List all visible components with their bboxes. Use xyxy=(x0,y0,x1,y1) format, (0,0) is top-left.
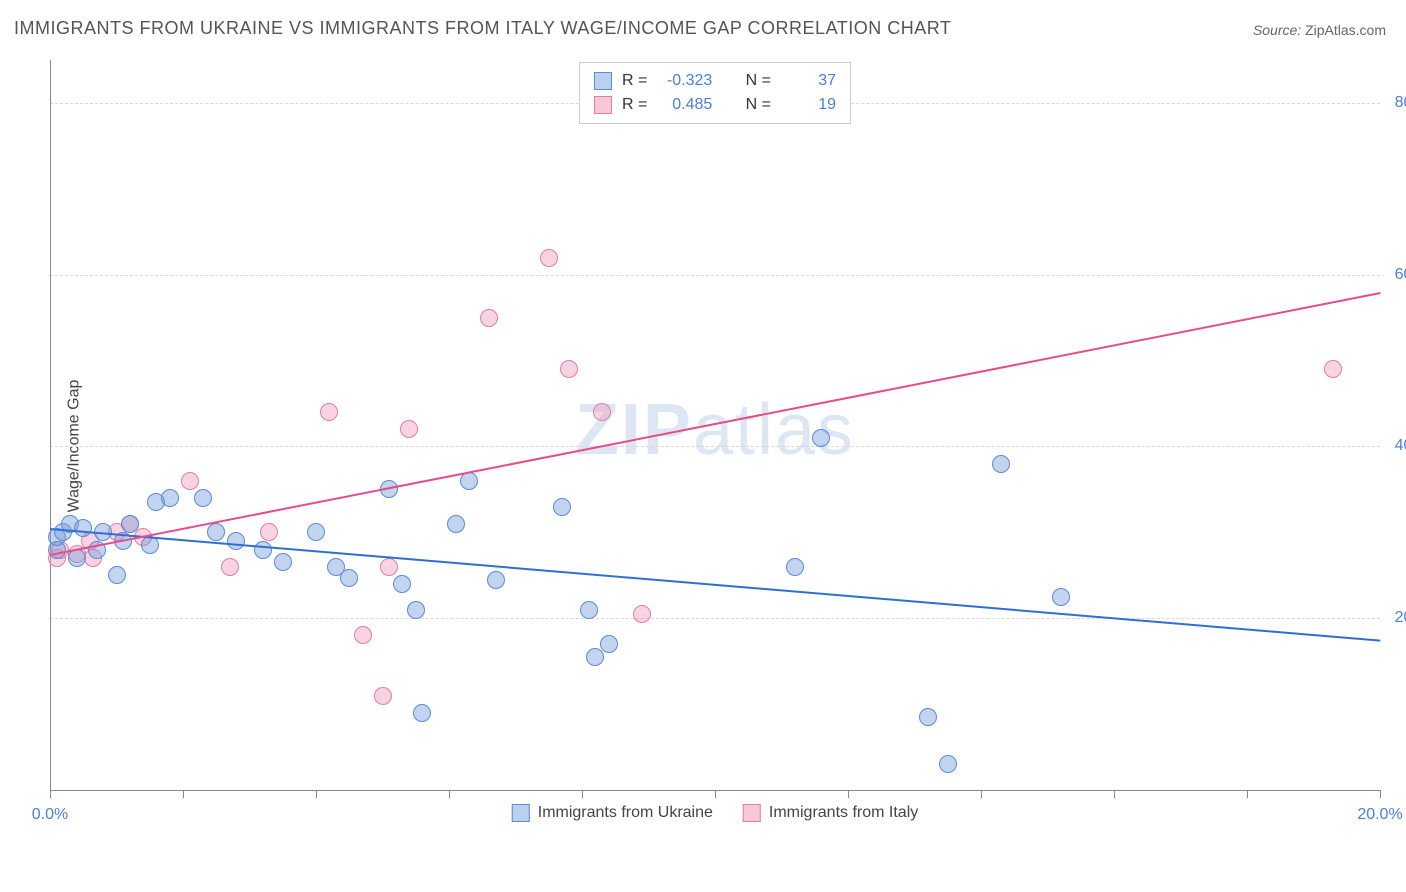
data-point-ukraine xyxy=(227,532,245,550)
data-point-italy xyxy=(480,309,498,327)
data-point-ukraine xyxy=(580,601,598,619)
chart-title: IMMIGRANTS FROM UKRAINE VS IMMIGRANTS FR… xyxy=(14,18,951,39)
data-point-italy xyxy=(374,687,392,705)
x-tick xyxy=(183,790,184,798)
data-point-italy xyxy=(593,403,611,421)
x-tick xyxy=(981,790,982,798)
data-point-ukraine xyxy=(812,429,830,447)
grid-line xyxy=(50,446,1380,447)
data-point-ukraine xyxy=(1052,588,1070,606)
y-tick-label: 60.0% xyxy=(1385,266,1406,284)
r-label: R = xyxy=(622,93,647,117)
legend-label-ukraine: Immigrants from Ukraine xyxy=(538,804,713,822)
x-tick xyxy=(1247,790,1248,798)
chart-plot-area: ZIPatlas 20.0%40.0%60.0%80.0%0.0%20.0%R … xyxy=(50,60,1380,830)
data-point-italy xyxy=(1324,360,1342,378)
x-tick xyxy=(715,790,716,798)
x-tick xyxy=(582,790,583,798)
data-point-italy xyxy=(181,472,199,490)
data-point-ukraine xyxy=(274,553,292,571)
data-point-ukraine xyxy=(413,704,431,722)
data-point-ukraine xyxy=(600,635,618,653)
data-point-ukraine xyxy=(447,515,465,533)
data-point-ukraine xyxy=(393,575,411,593)
legend-label-italy: Immigrants from Italy xyxy=(769,804,918,822)
trendline-ukraine xyxy=(50,528,1380,642)
watermark: ZIPatlas xyxy=(575,389,855,471)
y-tick-label: 20.0% xyxy=(1385,609,1406,627)
r-value-italy: 0.485 xyxy=(657,93,712,117)
data-point-italy xyxy=(380,558,398,576)
swatch-italy xyxy=(743,804,761,822)
data-point-ukraine xyxy=(786,558,804,576)
y-axis-line xyxy=(50,60,51,790)
x-tick-label: 0.0% xyxy=(32,806,68,824)
legend-item-italy: Immigrants from Italy xyxy=(743,804,918,822)
r-value-ukraine: -0.323 xyxy=(657,69,712,93)
data-point-ukraine xyxy=(121,515,139,533)
x-tick xyxy=(848,790,849,798)
data-point-ukraine xyxy=(939,755,957,773)
x-tick xyxy=(50,790,51,798)
source-label: Source: xyxy=(1253,22,1301,38)
data-point-ukraine xyxy=(992,455,1010,473)
source-value: ZipAtlas.com xyxy=(1305,22,1386,38)
x-tick-label: 20.0% xyxy=(1357,806,1402,824)
correlation-row-ukraine: R = -0.323 N = 37 xyxy=(594,69,836,93)
x-tick xyxy=(449,790,450,798)
r-label: R = xyxy=(622,69,647,93)
data-point-ukraine xyxy=(108,566,126,584)
series-legend: Immigrants from Ukraine Immigrants from I… xyxy=(512,804,919,822)
data-point-italy xyxy=(320,403,338,421)
source-attribution: Source: ZipAtlas.com xyxy=(1253,22,1386,38)
n-label: N = xyxy=(746,69,771,93)
data-point-ukraine xyxy=(919,708,937,726)
grid-line xyxy=(50,618,1380,619)
y-tick-label: 40.0% xyxy=(1385,437,1406,455)
data-point-italy xyxy=(540,249,558,267)
correlation-row-italy: R = 0.485 N = 19 xyxy=(594,93,836,117)
data-point-italy xyxy=(633,605,651,623)
grid-line xyxy=(50,275,1380,276)
data-point-ukraine xyxy=(74,519,92,537)
data-point-italy xyxy=(560,360,578,378)
n-value-ukraine: 37 xyxy=(781,69,836,93)
correlation-legend: R = -0.323 N = 37 R = 0.485 N = 19 xyxy=(579,62,851,124)
x-tick xyxy=(1114,790,1115,798)
data-point-italy xyxy=(260,523,278,541)
swatch-ukraine xyxy=(594,72,612,90)
data-point-ukraine xyxy=(194,489,212,507)
data-point-ukraine xyxy=(487,571,505,589)
y-tick-label: 80.0% xyxy=(1385,94,1406,112)
swatch-italy xyxy=(594,96,612,114)
data-point-ukraine xyxy=(161,489,179,507)
trendline-italy xyxy=(50,292,1380,556)
n-value-italy: 19 xyxy=(781,93,836,117)
swatch-ukraine xyxy=(512,804,530,822)
n-label: N = xyxy=(746,93,771,117)
data-point-ukraine xyxy=(307,523,325,541)
data-point-ukraine xyxy=(407,601,425,619)
data-point-ukraine xyxy=(254,541,272,559)
data-point-ukraine xyxy=(340,569,358,587)
x-tick xyxy=(316,790,317,798)
x-tick xyxy=(1380,790,1381,798)
data-point-italy xyxy=(400,420,418,438)
data-point-ukraine xyxy=(207,523,225,541)
data-point-ukraine xyxy=(553,498,571,516)
data-point-italy xyxy=(221,558,239,576)
legend-item-ukraine: Immigrants from Ukraine xyxy=(512,804,713,822)
data-point-italy xyxy=(354,626,372,644)
